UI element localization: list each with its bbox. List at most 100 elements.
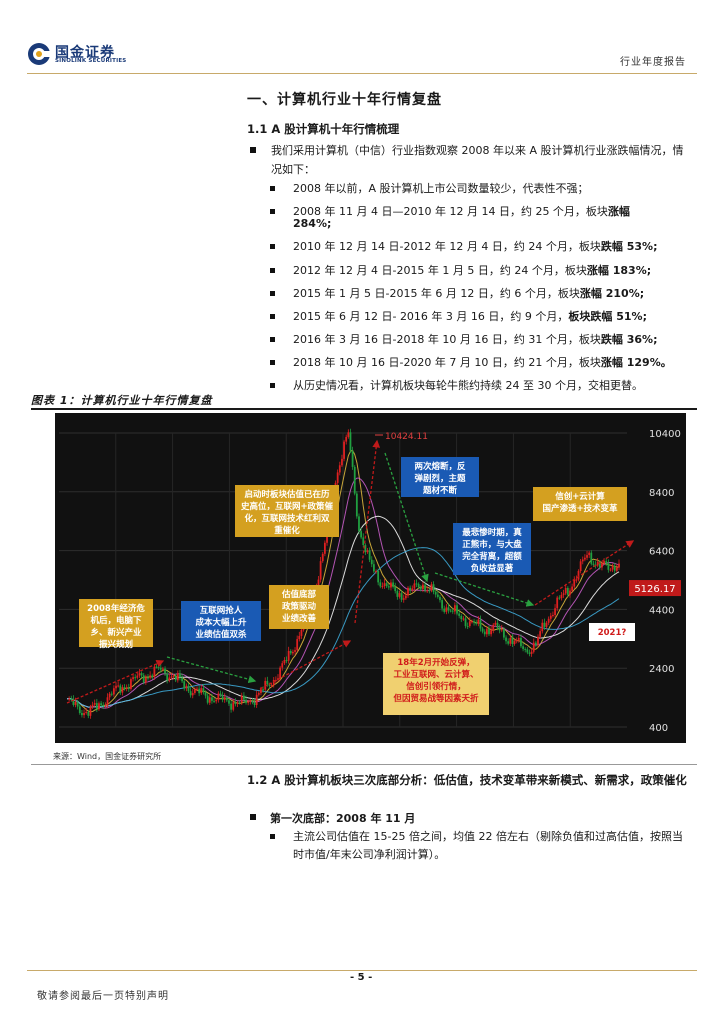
candle (225, 697, 228, 701)
candle (528, 652, 531, 654)
candle (338, 465, 341, 473)
candle (147, 677, 149, 679)
intro-paragraph: 我们采用计算机（中信）行业指数观察 2008 年以来 A 股计算机行业涨跌幅情况… (271, 144, 684, 176)
moving-average-line (66, 477, 620, 709)
candle (285, 660, 288, 662)
annotation-text: 化，互联网技术红利双 (244, 513, 330, 524)
candle (545, 622, 548, 627)
candle (392, 582, 394, 587)
candle (202, 688, 205, 693)
annotation-box (533, 487, 627, 521)
candle (385, 583, 388, 587)
annotation-text: 国产渗透+技术变革 (542, 503, 618, 514)
candle (155, 666, 158, 668)
candle (95, 703, 98, 710)
candle (362, 537, 365, 546)
bullet-icon (270, 186, 275, 191)
annotation-box (269, 585, 329, 629)
candle (87, 711, 90, 716)
candle (485, 629, 488, 635)
candle (81, 712, 83, 716)
candle (458, 613, 461, 616)
candle (517, 637, 520, 640)
candle (381, 585, 384, 587)
candle (319, 561, 322, 580)
candle (268, 684, 271, 686)
list-item: 2012 年 12 月 4 日-2015 年 1 月 5 日，约 24 个月，板… (293, 264, 652, 277)
candle (70, 698, 73, 700)
candle (387, 586, 390, 588)
annotation-box (383, 653, 489, 715)
annotation-text: 互联网抢人 (200, 605, 243, 616)
annotation-text: 政策驱动 (282, 601, 317, 612)
candle (183, 681, 186, 689)
annotation-text: 正熊市，与大盘 (462, 539, 522, 550)
candle (462, 618, 465, 620)
moving-average-line (66, 449, 620, 713)
candle (119, 685, 122, 693)
candle (187, 685, 190, 692)
candle (539, 631, 542, 637)
candle (396, 591, 399, 597)
candle (138, 673, 141, 676)
candle (407, 587, 409, 596)
bullet-icon (270, 360, 275, 365)
candle (196, 688, 198, 690)
candle (390, 582, 392, 588)
candle (419, 587, 422, 590)
last-value-box (629, 580, 681, 597)
candle (83, 712, 85, 716)
source-divider (31, 764, 697, 765)
peak-label: 10424.11 (385, 432, 428, 442)
y-tick-label: 2400 (649, 664, 674, 675)
candle (490, 630, 493, 635)
candle (174, 675, 177, 681)
candle (157, 666, 160, 668)
candle (609, 569, 612, 571)
candle (549, 615, 552, 619)
candle (294, 650, 296, 652)
candle (228, 700, 230, 704)
candle (434, 591, 437, 595)
candle (400, 593, 403, 600)
trend-arrow (66, 660, 165, 704)
candle (351, 450, 354, 467)
candle (554, 608, 556, 616)
candle (238, 702, 241, 704)
candle (317, 579, 320, 587)
bullet-icon (270, 337, 275, 342)
candle (496, 622, 499, 628)
moving-average-line (66, 515, 620, 708)
candle (121, 687, 124, 693)
candle (341, 458, 343, 466)
figure-divider (31, 408, 697, 410)
candle (264, 680, 267, 690)
candle (191, 693, 194, 696)
candle (321, 553, 324, 562)
candle (534, 642, 537, 645)
candle (72, 698, 75, 705)
candle (170, 676, 173, 678)
annotation-text: 两次熔断，反 (414, 461, 466, 472)
candle (230, 703, 233, 710)
annotation-text: 2008年经济危 (87, 603, 145, 614)
subsection-title-2: 1.2 A 股计算机板块三次底部分析：低估值，技术变革带来新模式、新需求，政策催… (247, 773, 687, 787)
candle (215, 699, 218, 702)
candle (117, 685, 120, 687)
logo-icon (27, 42, 51, 66)
candle (537, 636, 539, 645)
candle (375, 571, 377, 573)
candle (208, 697, 211, 703)
candle (379, 582, 382, 587)
candle (479, 619, 482, 629)
candle (505, 637, 507, 642)
candle (366, 550, 369, 553)
candle (447, 607, 450, 611)
candle (242, 695, 245, 700)
bottom-heading: 第一次底部：2008 年 11 月 (270, 812, 416, 825)
candle (588, 552, 591, 556)
y-tick-label: 8400 (649, 488, 674, 499)
candle (417, 584, 420, 588)
candle (292, 651, 294, 654)
candle (562, 593, 565, 595)
